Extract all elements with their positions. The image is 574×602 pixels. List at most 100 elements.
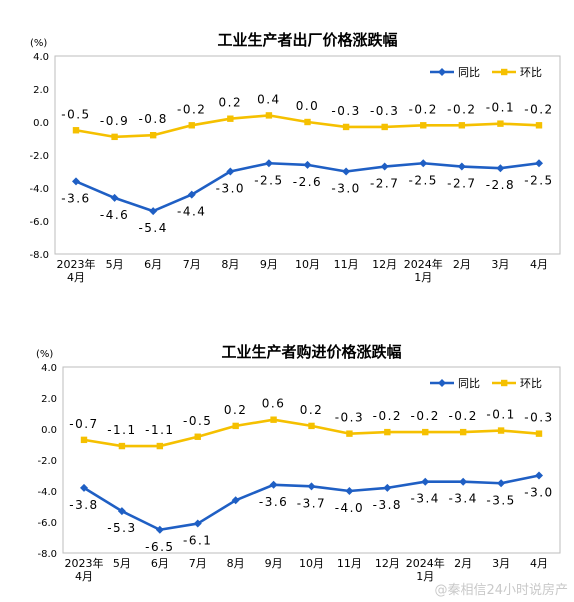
data-label: -0.2	[524, 102, 553, 116]
x-tick-label: 7月	[189, 557, 207, 570]
point-mom	[118, 442, 126, 450]
point-mom	[270, 416, 277, 423]
legend-label: 环比	[520, 377, 542, 390]
data-label: -3.4	[448, 492, 477, 506]
y-tick-label: -8.0	[37, 549, 57, 560]
data-label: -4.0	[335, 501, 364, 515]
data-label: -0.3	[524, 411, 553, 425]
x-tick-label: 4月	[530, 258, 548, 271]
data-label: -0.5	[183, 414, 212, 428]
y-tick-label: -2.0	[29, 151, 49, 162]
chart-2: 工业生产者购进价格涨跌幅 (%) 4.0 2.0 0.0 -2.0 -4.0 -6.0 -8.0…	[36, 343, 561, 583]
point-yoy	[342, 167, 351, 176]
data-label: -6.5	[145, 540, 174, 554]
point-yoy	[497, 479, 506, 488]
data-label: -0.2	[411, 409, 440, 423]
x-tick-label: 7月	[183, 258, 201, 271]
data-label: -0.3	[370, 104, 399, 118]
legend-label: 同比	[458, 66, 480, 79]
data-label: -0.2	[448, 409, 477, 423]
legend-marker	[501, 379, 508, 387]
data-label: 0.4	[257, 92, 281, 106]
watermark-text: @秦相信24小时说房产	[434, 583, 568, 598]
x-tick-label: 4月	[75, 570, 93, 583]
point-yoy	[457, 162, 466, 171]
data-label: -2.5	[524, 173, 553, 187]
x-tick-label: 1月	[416, 570, 434, 583]
legend-label: 同比	[458, 377, 480, 390]
data-label: -2.7	[447, 177, 476, 191]
data-label: -0.7	[69, 417, 98, 431]
point-mom	[459, 428, 467, 436]
point-yoy	[345, 487, 354, 495]
y-tick-label: -6.0	[37, 518, 57, 529]
data-label: 0.0	[296, 99, 320, 113]
y-tick-label: -8.0	[29, 250, 49, 261]
data-label: 0.6	[262, 397, 286, 411]
point-yoy	[117, 507, 126, 516]
data-label: -5.3	[107, 521, 136, 535]
point-mom	[156, 442, 164, 450]
point-mom	[111, 133, 118, 141]
chart-1: 工业生产者出厂价格涨跌幅 (%) 4.0 2.0 0.0 -2.0 -4.0 -6.0 -8.0…	[29, 31, 561, 284]
x-tick-label: 8月	[227, 557, 245, 570]
data-label: -0.3	[331, 104, 360, 118]
point-yoy	[535, 471, 543, 480]
point-yoy	[231, 496, 240, 505]
data-label: -3.0	[216, 182, 245, 196]
point-yoy	[459, 477, 468, 486]
x-tick-label: 6月	[151, 557, 169, 570]
y-tick-label: 2.0	[33, 85, 49, 96]
point-yoy	[72, 177, 80, 186]
chart-title: 工业生产者出厂价格涨跌幅	[217, 31, 397, 49]
x-tick-label: 10月	[299, 557, 324, 570]
data-label: -0.8	[138, 112, 167, 126]
point-yoy	[110, 193, 119, 202]
data-label: -3.0	[331, 182, 360, 196]
point-mom	[149, 132, 157, 139]
x-tick-label: 3月	[491, 258, 509, 271]
data-label: -2.6	[293, 175, 322, 189]
data-label: -2.7	[370, 177, 399, 191]
data-label: -2.8	[486, 178, 515, 192]
y-tick-label: 0.0	[33, 118, 49, 129]
x-tick-label: 5月	[113, 557, 131, 570]
x-tick-label: 10月	[295, 258, 320, 271]
x-tick-label: 2023年	[57, 257, 96, 271]
data-label: -1.1	[145, 423, 174, 437]
data-label: 0.2	[224, 403, 248, 417]
point-mom	[384, 428, 391, 436]
x-tick-label: 8月	[221, 258, 239, 271]
data-label: -6.1	[183, 534, 212, 548]
data-label: -0.2	[409, 102, 438, 116]
x-tick-label: 2023年	[65, 556, 104, 570]
legend-marker	[438, 379, 446, 387]
point-yoy	[419, 159, 428, 168]
data-label: -3.0	[524, 486, 553, 500]
x-tick-label: 9月	[265, 557, 283, 570]
data-label: -0.2	[177, 102, 206, 116]
data-label: -3.8	[69, 498, 98, 512]
point-mom	[232, 422, 239, 430]
point-mom	[422, 428, 429, 436]
y-unit-label: (%)	[36, 349, 53, 360]
y-tick-label: -6.0	[29, 217, 49, 228]
data-label: -3.6	[259, 495, 288, 509]
data-label: -3.6	[61, 191, 90, 205]
data-label: -5.4	[138, 221, 167, 235]
point-yoy	[193, 519, 202, 528]
y-tick-label: 4.0	[33, 52, 49, 63]
x-tick-label: 3月	[492, 557, 510, 570]
data-label: -2.5	[409, 173, 438, 187]
point-yoy	[155, 525, 164, 534]
point-mom	[342, 123, 350, 131]
point-mom	[227, 115, 234, 122]
x-tick-label: 6月	[144, 258, 162, 271]
x-tick-label: 5月	[106, 258, 124, 271]
point-yoy	[264, 159, 273, 168]
y-tick-label: 4.0	[41, 363, 57, 374]
data-label: -3.7	[297, 496, 326, 510]
point-yoy	[307, 482, 316, 491]
plot-frame	[62, 366, 561, 554]
point-mom	[535, 122, 543, 129]
